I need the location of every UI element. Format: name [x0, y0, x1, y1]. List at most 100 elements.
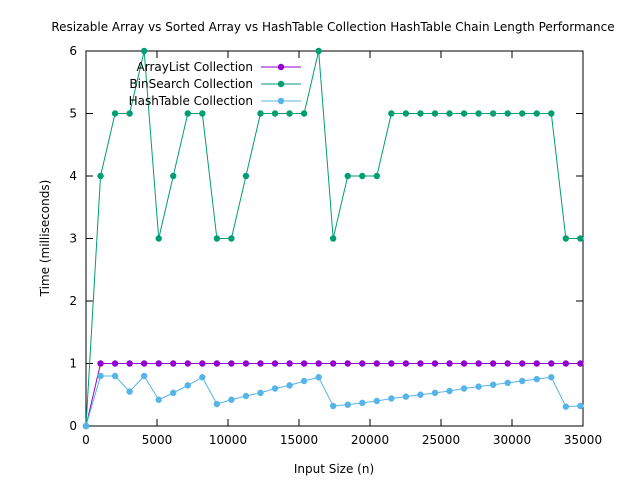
- data-point: [373, 360, 381, 367]
- data-point: [213, 360, 221, 367]
- data-point: [199, 110, 206, 117]
- data-point: [257, 389, 264, 397]
- data-point: [577, 235, 584, 242]
- data-point: [460, 110, 468, 117]
- data-point: [228, 235, 235, 242]
- data-point: [126, 110, 133, 117]
- y-axis-title: Time (milliseconds): [38, 180, 52, 298]
- series-3: [82, 372, 584, 430]
- data-point: [140, 47, 148, 55]
- data-point: [359, 399, 366, 407]
- data-point: [140, 360, 148, 367]
- series-layer: [82, 47, 584, 430]
- data-point: [504, 379, 511, 387]
- data-point: [286, 110, 293, 117]
- data-point: [170, 389, 177, 397]
- data-point: [344, 172, 351, 180]
- legend-item: ArrayList Collection: [137, 60, 301, 74]
- data-point: [417, 360, 424, 367]
- x-tick-label: 25000: [422, 433, 460, 447]
- data-point: [373, 397, 381, 405]
- data-point: [140, 372, 148, 380]
- series-2: [82, 47, 584, 430]
- data-point: [446, 387, 453, 395]
- data-point: [97, 372, 104, 380]
- data-point: [577, 360, 584, 367]
- data-point: [489, 381, 497, 388]
- legend-label: HashTable Collection: [129, 94, 253, 108]
- data-point: [97, 172, 104, 180]
- data-point: [111, 110, 119, 117]
- x-tick-label: 35000: [564, 433, 602, 447]
- data-point: [242, 172, 250, 180]
- data-point: [126, 360, 133, 367]
- data-point: [242, 360, 250, 367]
- data-point: [402, 110, 410, 117]
- x-tick-label: 15000: [280, 433, 318, 447]
- data-point: [562, 235, 570, 242]
- data-point: [300, 377, 308, 385]
- data-point: [533, 360, 540, 367]
- x-tick-label: 30000: [493, 433, 531, 447]
- data-point: [417, 110, 424, 117]
- data-point: [431, 360, 439, 367]
- data-point: [519, 110, 526, 117]
- data-point: [213, 400, 221, 408]
- axis-ticks: 0 5000 10000 15000 20000 25000 30000 35000 0 1 2 3 4…: [69, 44, 602, 447]
- data-point: [533, 375, 540, 383]
- data-point: [489, 360, 497, 367]
- data-point: [548, 374, 555, 381]
- data-point: [519, 360, 526, 367]
- data-point: [97, 360, 104, 367]
- data-point: [315, 360, 322, 367]
- y-tick-label: 2: [69, 294, 77, 308]
- data-point: [155, 396, 162, 403]
- y-tick-label: 6: [69, 44, 77, 58]
- data-point: [300, 110, 308, 117]
- data-point: [82, 422, 90, 430]
- legend: ArrayList Collection BinSearch Collection…: [129, 60, 301, 108]
- data-point: [315, 374, 322, 381]
- data-point: [286, 382, 293, 389]
- legend-item: HashTable Collection: [129, 94, 301, 108]
- data-point: [271, 385, 279, 392]
- data-point: [271, 110, 279, 117]
- data-point: [562, 360, 570, 367]
- y-tick-label: 5: [69, 107, 77, 121]
- x-tick-label: 5000: [142, 433, 173, 447]
- data-point: [155, 235, 162, 242]
- data-point: [402, 393, 410, 400]
- data-point: [329, 360, 337, 367]
- legend-item: BinSearch Collection: [129, 77, 301, 91]
- data-point: [170, 172, 177, 180]
- data-point: [475, 383, 482, 390]
- y-tick-label: 0: [69, 419, 77, 433]
- y-tick-label: 1: [69, 357, 77, 371]
- data-point: [475, 110, 482, 117]
- data-point: [519, 377, 526, 385]
- data-point: [460, 385, 468, 392]
- x-tick-label: 0: [82, 433, 90, 447]
- legend-label: ArrayList Collection: [137, 60, 253, 74]
- x-tick-label: 10000: [209, 433, 247, 447]
- data-point: [373, 172, 381, 180]
- data-point: [228, 360, 235, 367]
- series-1: [82, 360, 584, 430]
- data-point: [388, 395, 395, 402]
- y-tick-label: 4: [69, 169, 77, 183]
- data-point: [271, 360, 279, 367]
- data-point: [504, 110, 511, 117]
- data-point: [155, 360, 162, 367]
- data-point: [111, 360, 119, 367]
- data-point: [431, 389, 439, 397]
- data-point: [402, 360, 410, 367]
- data-point: [111, 372, 119, 380]
- legend-swatch-point: [277, 97, 285, 105]
- data-point: [446, 110, 453, 117]
- data-point: [199, 360, 206, 367]
- data-point: [577, 402, 584, 410]
- y-tick-label: 3: [69, 232, 77, 246]
- data-point: [126, 388, 133, 395]
- data-point: [533, 110, 540, 117]
- data-point: [504, 360, 511, 367]
